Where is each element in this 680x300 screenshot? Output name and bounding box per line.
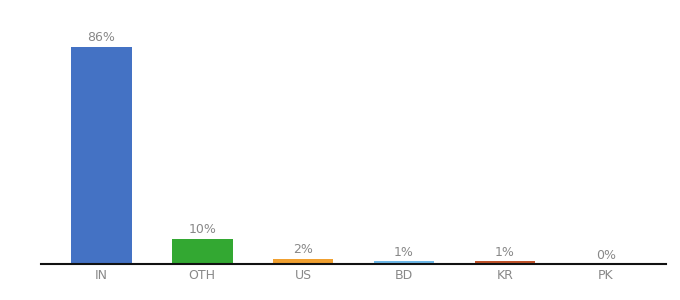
- Text: 0%: 0%: [596, 249, 616, 262]
- Text: 1%: 1%: [394, 246, 414, 259]
- Bar: [374, 262, 435, 264]
- Text: 86%: 86%: [88, 31, 116, 44]
- Bar: [172, 239, 233, 264]
- Bar: [475, 262, 535, 264]
- Bar: [273, 259, 333, 264]
- Bar: [71, 47, 132, 264]
- Text: 1%: 1%: [495, 246, 515, 259]
- Text: 10%: 10%: [188, 223, 216, 236]
- Text: 2%: 2%: [293, 243, 313, 256]
